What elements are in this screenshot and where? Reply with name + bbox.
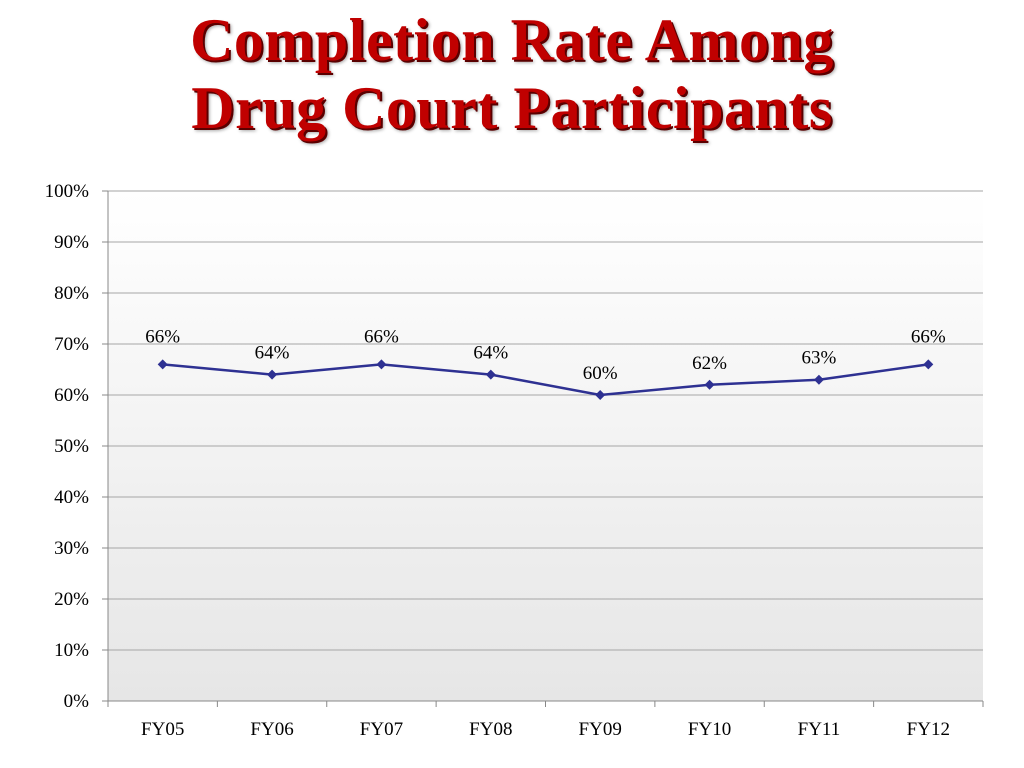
x-tick-label: FY09 (579, 719, 622, 740)
y-tick-label: 80% (54, 283, 89, 304)
y-tick-label: 30% (54, 538, 89, 559)
data-label: 66% (364, 326, 399, 347)
series-layer (157, 359, 934, 400)
gridlines (108, 190, 983, 702)
y-tick-label: 70% (54, 334, 89, 355)
y-tick-label: 20% (54, 589, 89, 610)
data-point-marker (923, 359, 934, 370)
y-tick-label: 40% (54, 487, 89, 508)
data-point-marker (485, 369, 496, 380)
data-point-marker (813, 374, 824, 385)
series-line (162, 363, 929, 397)
slide-title: Completion Rate Among Drug Court Partici… (0, 6, 1024, 142)
y-tick-label: 50% (54, 436, 89, 457)
data-label: 62% (692, 353, 727, 374)
data-point-marker (157, 359, 168, 370)
data-label: 66% (911, 326, 946, 347)
x-tick-label: FY06 (250, 719, 293, 740)
data-label: 64% (473, 343, 508, 364)
data-label: 63% (802, 348, 837, 369)
y-tick-label: 10% (54, 640, 89, 661)
title-line-1: Completion Rate Among (190, 7, 834, 73)
x-tick-label: FY11 (798, 719, 841, 740)
data-point-marker (704, 379, 715, 390)
x-tick-label: FY12 (907, 719, 950, 740)
x-tick-label: FY07 (360, 719, 403, 740)
data-point-marker (595, 390, 606, 400)
label-layer: 66% 64% 66% 64% 60% 62% 63% 66% (145, 326, 946, 384)
title-line-2: Drug Court Participants (191, 75, 833, 141)
data-label: 66% (145, 326, 180, 347)
x-tick-label: FY05 (141, 719, 184, 740)
data-point-marker (376, 359, 387, 370)
y-tick-label: 60% (54, 385, 89, 406)
axes: 0% 10% 20% 30% 40% 50% 60% 70% 80% 90% 100% FY05 FY0… (45, 181, 984, 740)
x-tick-label: FY08 (469, 719, 512, 740)
data-label: 64% (255, 343, 290, 364)
data-label: 60% (583, 363, 618, 384)
x-tick-label: FY10 (688, 719, 731, 740)
y-tick-label: 90% (54, 232, 89, 253)
y-tick-label: 0% (64, 691, 90, 712)
y-tick-label: 100% (45, 181, 90, 202)
data-point-marker (267, 369, 278, 380)
